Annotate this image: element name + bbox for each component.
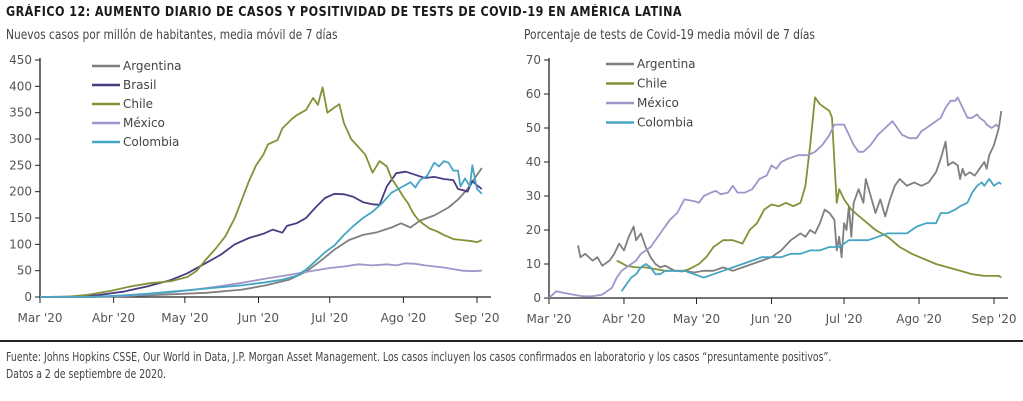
cases-y-tick-label: 450 [9,53,32,67]
positivity-series-mxico [548,96,1000,299]
right-chart-title: Porcentaje de tests de Covid-19 media mó… [524,28,815,43]
source-line-2: Datos a 2 de septiembre de 2020. [6,367,167,381]
cases-y-tick-label: 350 [9,106,32,120]
source-footnote: Fuente: Johns Hopkins CSSE, Our World in… [6,349,831,383]
positivity-legend-label: Colombia [637,116,693,130]
figure-title: GRÁFICO 12: AUMENTO DIARIO DE CASOS Y PO… [6,5,682,20]
positivity-x-tick-label: Sep '20 [972,312,1017,326]
source-line-1: Fuente: Johns Hopkins CSSE, Our World in… [6,350,832,364]
positivity-x-tick-label: Mar '20 [526,312,571,326]
positivity-y-tick-label: 60 [526,87,541,101]
cases-x-tick-label: Ago '20 [381,311,427,325]
cases-legend-label: Colombia [123,135,179,149]
cases-y-tick-label: 0 [24,290,32,304]
positivity-series-chile [616,96,1002,279]
cases-series-chile [40,86,483,298]
positivity-y-tick-label: 40 [526,155,541,169]
cases-series-colombia [40,160,483,298]
positivity-y-tick-label: 30 [526,189,541,203]
cases-x-tick-label: Jun '20 [237,311,279,325]
cases-y-tick-label: 200 [9,185,32,199]
positivity-legend-label: México [637,96,679,110]
cases-x-tick-label: Abr '20 [92,311,135,325]
footer-divider [0,340,1023,342]
positivity-series-colombia [620,178,1002,292]
positivity-y-tick-label: 50 [526,121,541,135]
cases-series-brasil [39,170,483,298]
positivity-x-tick-label: Jun '20 [750,312,792,326]
cases-y-tick-label: 150 [9,211,32,225]
cases-y-tick-label: 250 [9,158,32,172]
cases-y-tick-label: 100 [9,237,32,251]
cases-legend-label: Argentina [123,59,182,73]
cases-legend-label: México [123,116,165,130]
positivity-y-tick-label: 20 [526,223,541,237]
positivity-series-argentina [577,110,1003,274]
cases-legend-label: Chile [123,97,153,111]
positivity-x-tick-label: Abr '20 [602,312,645,326]
positivity-y-tick-label: 0 [533,291,541,305]
cases-y-tick-label: 50 [17,264,32,278]
positivity-x-tick-label: May '20 [673,312,720,326]
positivity-legend-label: Argentina [637,57,696,71]
left-chart-title: Nuevos casos por millón de habitantes, m… [6,28,338,43]
positivity-y-tick-label: 70 [526,53,541,67]
cases-legend-label: Brasil [123,78,156,92]
positivity-y-tick-label: 10 [526,257,541,271]
positivity-legend-label: Chile [637,77,667,91]
cases-series-argentina [40,167,483,298]
cases-x-tick-label: May '20 [161,311,208,325]
positivity-x-tick-label: Jul '20 [825,312,863,326]
cases-x-tick-label: Sep '20 [455,311,500,325]
cases-y-tick-label: 400 [9,79,32,93]
positivity-x-tick-label: Ago '20 [896,312,942,326]
cases-y-tick-label: 300 [9,132,32,146]
cases-x-tick-label: Jul '20 [310,311,348,325]
cases-x-tick-label: Mar '20 [17,311,62,325]
